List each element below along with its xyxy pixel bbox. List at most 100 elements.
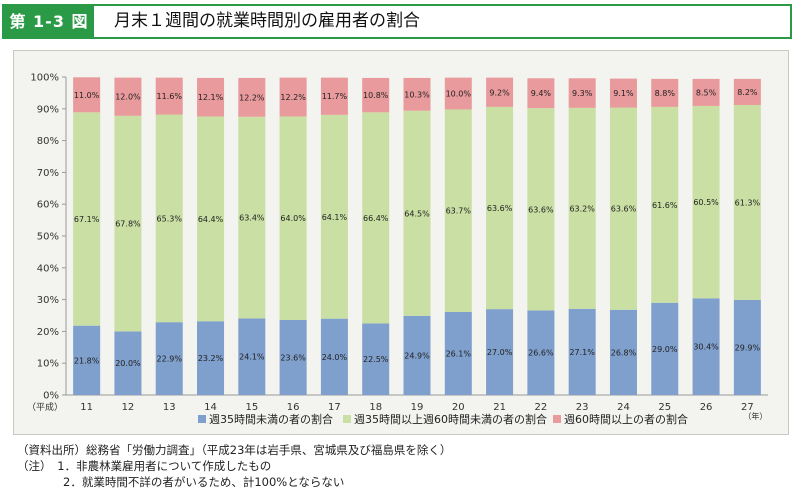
data-label: 8.2%	[737, 88, 758, 97]
x-tick-label: 20	[452, 402, 465, 413]
bar-segment	[362, 112, 390, 324]
x-tick-label: 18	[369, 402, 382, 413]
data-label: 8.8%	[655, 89, 676, 98]
bar-segment	[651, 106, 679, 303]
data-label: 61.3%	[735, 198, 761, 207]
x-tick-label: 16	[287, 402, 300, 413]
x-tick-label: 17	[328, 402, 341, 413]
bar-segment	[527, 310, 555, 395]
bar-segment	[527, 108, 555, 311]
data-label: 64.1%	[322, 213, 348, 222]
bar-segment	[486, 106, 514, 310]
x-tick-label: 25	[658, 402, 671, 413]
data-label: 12.0%	[115, 93, 141, 102]
y-tick-label: 100%	[30, 73, 59, 84]
x-tick-label: 22	[535, 402, 548, 413]
x-tick-label: 26	[700, 402, 713, 413]
bar-segment	[238, 318, 266, 395]
data-label: 63.2%	[569, 204, 595, 213]
bar-segment	[403, 77, 431, 111]
bar-segment	[692, 78, 720, 106]
x-tick-label: 12	[122, 402, 135, 413]
data-label: 63.6%	[528, 205, 554, 214]
data-label: 27.0%	[487, 348, 513, 357]
bar-segment	[444, 312, 472, 395]
bar-segment	[114, 331, 142, 395]
bar-segment	[155, 77, 183, 115]
bar-segment	[114, 115, 142, 332]
data-label: 10.3%	[404, 90, 430, 99]
data-label: 67.8%	[115, 220, 141, 229]
x-tick-label: 23	[576, 402, 589, 413]
x-tick-label: 11	[80, 402, 93, 413]
bar-segment	[73, 112, 101, 326]
bar-segment	[320, 318, 348, 395]
bar-segment	[609, 78, 637, 108]
bar-segment	[197, 77, 225, 117]
bar-segment	[733, 78, 761, 105]
x-tick-label: 21	[493, 402, 506, 413]
x-axis-suffix: （年）	[743, 411, 767, 421]
legend-label: 週60時間以上の者の割合	[564, 412, 688, 426]
data-label: 9.1%	[613, 89, 634, 98]
data-label: 29.9%	[735, 343, 761, 352]
data-label: 23.2%	[198, 354, 224, 363]
data-label: 22.5%	[363, 355, 389, 364]
note-1: （注） 1．非農林業雇用者について作成したもの	[17, 459, 272, 473]
data-label: 12.1%	[198, 93, 224, 102]
bar-segment	[279, 77, 307, 117]
bar-segment	[692, 298, 720, 395]
y-tick-label: 90%	[37, 104, 59, 115]
bar-segment	[444, 77, 472, 110]
y-tick-label: 50%	[37, 232, 59, 243]
data-label: 10.8%	[363, 91, 389, 100]
bar-segment	[279, 319, 307, 395]
bar-segment	[568, 308, 596, 395]
data-label: 9.3%	[572, 89, 593, 98]
data-label: 22.9%	[157, 355, 183, 364]
data-label: 24.9%	[404, 351, 430, 360]
bar-segment	[279, 116, 307, 320]
data-label: 11.6%	[157, 92, 183, 101]
data-label: 26.8%	[611, 348, 637, 357]
bar-segment	[362, 77, 390, 113]
figure-title: 月末１週間の就業時間別の雇用者の割合	[114, 11, 420, 31]
bar-segment	[197, 116, 225, 322]
data-label: 64.0%	[280, 214, 306, 223]
data-label: 12.2%	[239, 93, 265, 102]
data-label: 30.4%	[693, 343, 719, 352]
data-label: 63.6%	[611, 205, 637, 214]
data-label: 63.4%	[239, 214, 265, 223]
x-tick-label: 19	[411, 402, 424, 413]
bar-segment	[692, 105, 720, 299]
bar-segment	[197, 321, 225, 395]
bar-segment	[733, 104, 761, 300]
data-label: 21.8%	[74, 356, 100, 365]
legend-label: 週35時間以上週60時間未満の者の割合	[354, 412, 547, 426]
data-label: 64.5%	[404, 209, 430, 218]
legend-swatch	[198, 415, 206, 423]
y-tick-label: 20%	[37, 327, 59, 338]
bar-segment	[73, 77, 101, 113]
x-tick-label: 27	[741, 402, 754, 413]
data-label: 61.6%	[652, 201, 678, 210]
bar-segment	[568, 107, 596, 309]
data-label: 11.7%	[322, 92, 348, 101]
bar-segment	[444, 109, 472, 313]
y-tick-label: 0%	[43, 391, 59, 402]
x-axis-prefix: （平成）	[27, 401, 63, 413]
y-tick-label: 80%	[37, 136, 59, 147]
x-tick-label: 14	[204, 402, 217, 413]
y-tick-label: 70%	[37, 168, 59, 179]
bar-segment	[733, 299, 761, 395]
bar-segment	[320, 77, 348, 115]
data-label: 63.6%	[487, 204, 513, 213]
bar-segment	[568, 78, 596, 108]
bar-segment	[403, 110, 431, 316]
bar-segment	[362, 323, 390, 395]
y-tick-label: 40%	[37, 263, 59, 274]
bar-segment	[403, 315, 431, 395]
figure-header: 第 1-3 図 月末１週間の就業時間別の雇用者の割合	[2, 4, 792, 39]
data-label: 26.6%	[528, 349, 554, 358]
data-label: 24.0%	[322, 353, 348, 362]
